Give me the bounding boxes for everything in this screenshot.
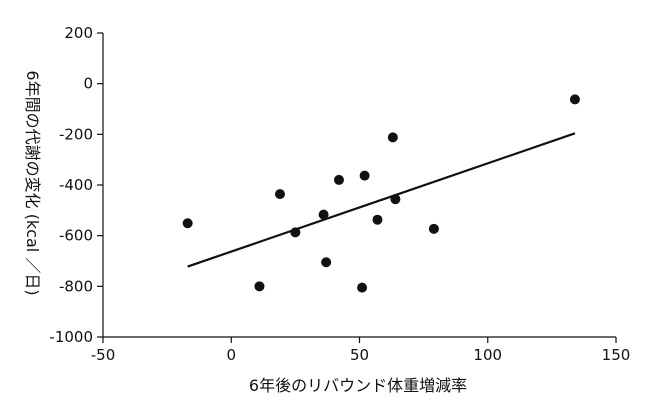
data-point bbox=[254, 281, 265, 292]
data-point bbox=[372, 214, 383, 225]
x-tick-label: -50 bbox=[91, 346, 116, 364]
x-axis-label: 6年後のリバウンド体重増減率 bbox=[249, 376, 467, 395]
data-point bbox=[321, 257, 332, 268]
y-tick-label: -200 bbox=[59, 125, 93, 143]
data-point bbox=[387, 132, 398, 143]
data-point bbox=[290, 227, 301, 238]
y-tick-label: -1000 bbox=[49, 328, 93, 346]
y-tick-label: -800 bbox=[59, 277, 93, 295]
y-tick-label: -600 bbox=[59, 227, 93, 245]
x-tick-label: 150 bbox=[602, 346, 631, 364]
trendline bbox=[187, 132, 576, 268]
data-point bbox=[357, 282, 368, 293]
trendline-layer bbox=[187, 132, 576, 268]
x-axis-ticks: -50 0 50 100 150 bbox=[91, 337, 631, 364]
x-tick-label: 0 bbox=[226, 346, 236, 364]
y-axis-label: 6年間の代謝の変化 (kcal ／日) bbox=[23, 70, 42, 295]
data-point bbox=[390, 194, 401, 205]
data-points bbox=[182, 94, 580, 293]
x-tick-label: 50 bbox=[350, 346, 369, 364]
data-point bbox=[333, 174, 344, 185]
y-tick-label: -400 bbox=[59, 176, 93, 194]
y-tick-label: 0 bbox=[83, 75, 93, 93]
data-point bbox=[359, 170, 370, 181]
data-point bbox=[318, 209, 329, 220]
data-point bbox=[569, 94, 580, 105]
data-point bbox=[428, 223, 439, 234]
data-point bbox=[182, 218, 193, 229]
y-tick-label: 200 bbox=[64, 24, 93, 42]
data-point bbox=[274, 189, 285, 200]
x-tick-label: 100 bbox=[473, 346, 502, 364]
y-axis-ticks: 200 0 -200 -400 -600 -800 -1000 bbox=[49, 24, 103, 346]
